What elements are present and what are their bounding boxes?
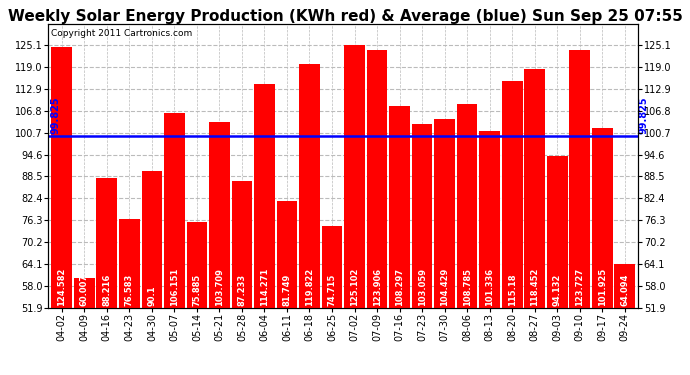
Bar	[52, 47, 72, 375]
Text: 114.271: 114.271	[260, 267, 269, 306]
Bar	[119, 219, 139, 375]
Bar	[412, 124, 433, 375]
Bar	[389, 106, 410, 375]
Text: 118.452: 118.452	[530, 267, 539, 306]
Bar	[232, 181, 253, 375]
Text: 87.233: 87.233	[237, 274, 246, 306]
Bar	[97, 177, 117, 375]
Text: 104.429: 104.429	[440, 267, 449, 306]
Bar	[502, 81, 522, 375]
Bar	[457, 104, 477, 375]
Text: 108.297: 108.297	[395, 268, 404, 306]
Bar	[322, 226, 342, 375]
Text: 99.825: 99.825	[50, 96, 61, 134]
Bar	[141, 171, 162, 375]
Bar	[524, 69, 545, 375]
Text: 106.151: 106.151	[170, 267, 179, 306]
Bar	[74, 279, 95, 375]
Text: 88.216: 88.216	[102, 273, 111, 306]
Text: 90.1: 90.1	[148, 285, 157, 306]
Bar	[480, 130, 500, 375]
Bar	[592, 129, 613, 375]
Text: 103.059: 103.059	[417, 268, 426, 306]
Text: Copyright 2011 Cartronics.com: Copyright 2011 Cartronics.com	[51, 28, 193, 38]
Bar	[366, 50, 387, 375]
Text: 75.885: 75.885	[193, 273, 201, 306]
Text: 101.925: 101.925	[598, 267, 607, 306]
Bar	[299, 64, 320, 375]
Text: 99.825: 99.825	[638, 96, 648, 134]
Text: 81.749: 81.749	[282, 273, 291, 306]
Text: 101.336: 101.336	[485, 268, 494, 306]
Text: 103.709: 103.709	[215, 268, 224, 306]
Text: 115.18: 115.18	[508, 273, 517, 306]
Text: 123.727: 123.727	[575, 268, 584, 306]
Text: 60.007: 60.007	[80, 274, 89, 306]
Bar	[569, 50, 590, 375]
Text: 123.906: 123.906	[373, 268, 382, 306]
Text: 119.822: 119.822	[305, 267, 314, 306]
Bar	[277, 201, 297, 375]
Bar	[547, 156, 568, 375]
Bar	[186, 222, 207, 375]
Bar	[434, 120, 455, 375]
Text: 64.094: 64.094	[620, 273, 629, 306]
Text: 76.583: 76.583	[125, 273, 134, 306]
Text: Weekly Solar Energy Production (KWh red) & Average (blue) Sun Sep 25 07:55: Weekly Solar Energy Production (KWh red)…	[8, 9, 682, 24]
Text: 74.715: 74.715	[328, 273, 337, 306]
Text: 124.582: 124.582	[57, 267, 66, 306]
Text: 108.785: 108.785	[462, 268, 472, 306]
Text: 94.132: 94.132	[553, 273, 562, 306]
Bar	[344, 45, 365, 375]
Bar	[209, 122, 230, 375]
Bar	[614, 264, 635, 375]
Bar	[164, 113, 185, 375]
Bar	[254, 84, 275, 375]
Text: 125.102: 125.102	[350, 267, 359, 306]
